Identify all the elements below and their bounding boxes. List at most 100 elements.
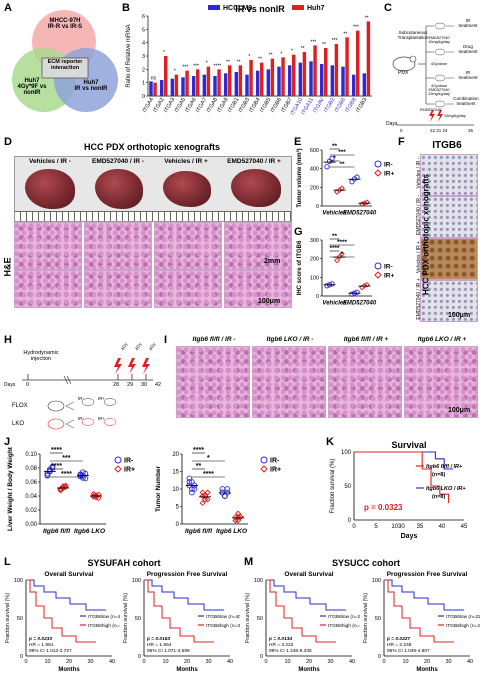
data-point (329, 281, 335, 287)
bar (245, 74, 249, 96)
bar (191, 76, 196, 96)
x-axis-label: Months (58, 667, 80, 673)
x-tick-label: 30 (205, 659, 211, 665)
day-c-1: 22 21 24 (430, 128, 448, 133)
i-label-4: Itgb6 LKO / IR + (417, 336, 467, 343)
ihc-image-4 (420, 280, 478, 322)
y-tick-label: 20 (172, 452, 179, 458)
lightning-icon (429, 110, 435, 122)
day-h-4: 42 (155, 382, 162, 388)
he-low-mag-2 (84, 222, 152, 270)
data-point (186, 479, 193, 485)
km-stat: HR = 1.964 (147, 642, 172, 648)
venn-center-label: ECM reporter interaction (47, 59, 83, 72)
significance-label: ** (269, 53, 273, 59)
bar (319, 64, 324, 96)
y-axis-label: IHC score of ITGB6 (297, 240, 303, 295)
data-point (232, 513, 239, 521)
liver-image-1 (25, 169, 75, 209)
arm-h-2: IR+ (98, 396, 106, 401)
bar (345, 37, 349, 96)
km-stat: HR = 1.961 (29, 642, 54, 648)
bar (298, 62, 303, 96)
legend-label: ITGB6low (n=22) (446, 614, 480, 620)
y-tick-label: 0 (138, 654, 141, 660)
legend-swatch (208, 5, 220, 10)
legend-label: IR+ (270, 467, 281, 474)
y-tick-label: 100 (372, 578, 381, 584)
he-high-mag-4 (224, 270, 292, 308)
significance-label: *** (182, 65, 188, 71)
bar (206, 66, 211, 96)
mouse-icon (47, 418, 65, 430)
x-tick-label: 30 (445, 659, 451, 665)
significance-label: ** (237, 59, 241, 65)
flox-label: FLOX (12, 403, 28, 409)
bar (213, 76, 217, 96)
y-tick-label: 0 (316, 204, 319, 210)
he-itgb6-4 (404, 346, 478, 418)
arm-3 (426, 74, 454, 82)
panel-l-title: SYSUFAH cohort (87, 558, 161, 568)
bar (228, 65, 232, 96)
legend-label: IR- (384, 162, 393, 169)
legend-label: ITGB6high (n=37) (88, 623, 120, 629)
y-tick-label: 0 (20, 654, 23, 660)
bar (292, 54, 296, 96)
y-axis-label: Fraction survival (%) (245, 593, 251, 643)
lightning-icon (437, 110, 443, 122)
venn-left-label: Huh7 4Gy*9F vs nonIR (17, 78, 47, 96)
data-point (189, 486, 195, 492)
mouse-ear-icon (409, 55, 417, 63)
he-itgb6-1 (176, 346, 250, 418)
data-point (334, 257, 340, 264)
legend-label: Itgb6 fl/fl / IR+ (426, 464, 463, 470)
data-point (44, 472, 51, 479)
bar (366, 21, 371, 96)
bar (334, 44, 339, 96)
significance-label: ** (196, 463, 202, 470)
data-point (222, 493, 228, 499)
x-axis-label: Days (401, 533, 418, 540)
arm-h-3: IR- (78, 416, 84, 421)
i-label-3: Itgb6 fl/fl / IR + (343, 336, 389, 343)
arm-label-3: IR treatment (458, 70, 478, 80)
x-tick-label: 20 (66, 659, 72, 665)
km-stat: p = 0.0163 (146, 636, 170, 642)
mouse-icon (392, 56, 416, 72)
arm-label-4: Combination treatment (453, 96, 479, 106)
bar (270, 58, 275, 96)
lko-label: LKO (12, 421, 25, 427)
panel-d-title: HCC PDX orthotopic xenografts (83, 142, 220, 152)
km-stat: 95% CI 1.246-8.335 (269, 648, 312, 654)
day-h-3: 30 (141, 382, 148, 388)
timeline-top-1: EMD527040 (420, 108, 442, 112)
x-tick-label: 0 (24, 659, 27, 665)
y-tick-label: 1 (142, 81, 145, 87)
significance-label: **** (51, 463, 62, 470)
km-stat: p = 0.0134 (268, 636, 292, 642)
data-point (232, 517, 239, 524)
bar (287, 65, 292, 96)
treatment-schematic (392, 22, 474, 126)
y-tick-label: 5 (176, 505, 180, 511)
data-point (93, 492, 100, 500)
ihc-image-1 (420, 154, 478, 196)
dose-label-2: 4Gy/dose (430, 62, 448, 66)
dose-label-3: 4Gy/dose EMD527040 10mg/kg/day (428, 84, 450, 96)
x-tick-label: 30 (87, 659, 93, 665)
y-tick-label: 0 (142, 94, 145, 100)
panel-label-i: I (164, 334, 168, 346)
x-axis-label: Months (416, 667, 438, 673)
significance-label: ** (332, 143, 338, 150)
x-tick-label: EMD527040 (343, 211, 377, 217)
significance-label: **** (193, 447, 204, 454)
y-tick-label: 100 (14, 578, 23, 584)
data-point (235, 517, 242, 524)
chart-title: Survival (391, 440, 426, 450)
y-tick-label: 100 (254, 578, 263, 584)
x-tick-label: 0 (264, 659, 267, 665)
y-axis-label: Tumor volume (mm³) (296, 148, 303, 207)
p-value: p = 0.0323 (364, 503, 403, 512)
y-tick-label: 100 (310, 275, 319, 281)
